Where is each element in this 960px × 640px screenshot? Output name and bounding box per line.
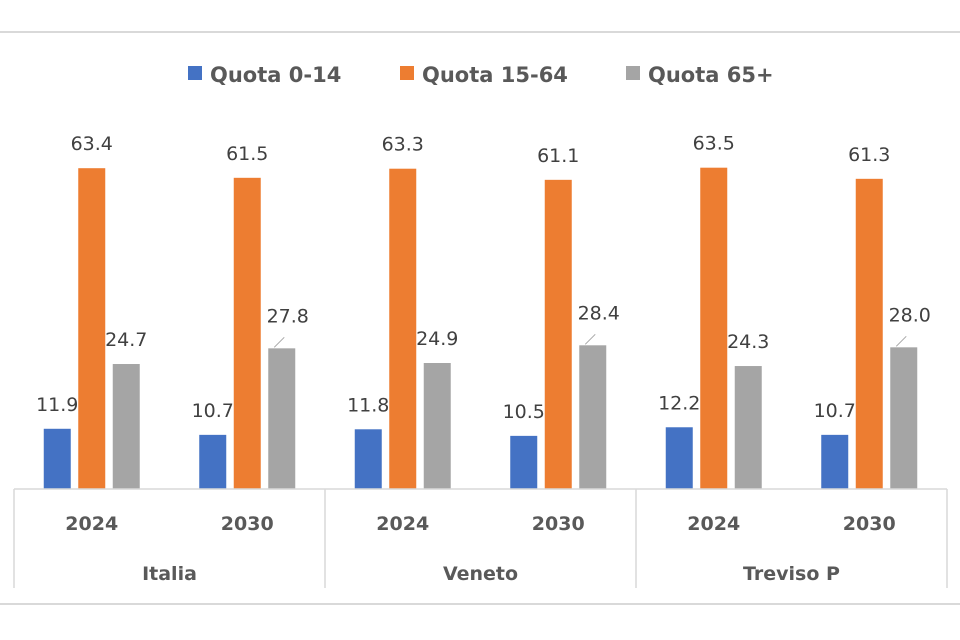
bar-0-3 — [510, 435, 538, 489]
bars — [43, 167, 918, 490]
value-label-0-0: 11.9 — [36, 394, 78, 416]
legend-label-1: Quota 15-64 — [422, 63, 568, 87]
year-tick-label: 2024 — [376, 513, 429, 535]
value-label-2-1: 27.8 — [267, 305, 309, 327]
legend-label-0: Quota 0-14 — [210, 63, 341, 87]
legend-swatch-2 — [626, 66, 640, 80]
bar-1-4 — [700, 167, 728, 489]
bar-0-5 — [821, 434, 849, 489]
bar-1-0 — [78, 168, 106, 490]
category-axis: 2024 2030 2024 2030 2024 2030 Italia Veneto Trev… — [13, 488, 948, 588]
bar-2-5 — [890, 347, 918, 489]
bar-2-3 — [579, 345, 607, 489]
year-tick-label: 2024 — [65, 513, 118, 535]
year-tick-label: 2030 — [532, 513, 585, 535]
value-label-1-4: 63.5 — [693, 133, 735, 155]
legend-swatch-0 — [188, 66, 202, 80]
year-tick-label: 2024 — [687, 513, 740, 535]
value-label-2-3: 28.4 — [578, 302, 620, 324]
value-label-1-5: 61.3 — [848, 144, 890, 166]
bar-0-0 — [43, 428, 71, 489]
bar-0-1 — [199, 434, 227, 489]
value-label-1-3: 61.1 — [537, 145, 579, 167]
year-tick-label: 2030 — [221, 513, 274, 535]
value-label-0-3: 10.5 — [503, 401, 545, 423]
year-tick-label: 2030 — [843, 513, 896, 535]
value-label-0-5: 10.7 — [814, 400, 856, 422]
group-tick-label: Veneto — [443, 563, 518, 585]
value-label-0-4: 12.2 — [658, 392, 700, 414]
legend-label-2: Quota 65+ — [648, 63, 774, 87]
value-label-2-2: 24.9 — [416, 328, 458, 350]
group-tick-label: Treviso P — [743, 563, 840, 585]
leader-line — [584, 333, 596, 345]
group-tick-label: Italia — [142, 563, 197, 585]
bar-1-1 — [233, 177, 261, 489]
bar-1-5 — [855, 178, 883, 489]
bar-2-4 — [734, 366, 762, 489]
bar-2-1 — [268, 348, 296, 489]
legend-swatch-1 — [400, 66, 414, 80]
value-label-0-2: 11.8 — [347, 394, 389, 416]
value-label-2-0: 24.7 — [105, 329, 147, 351]
value-label-1-2: 63.3 — [382, 134, 424, 156]
bar-1-2 — [389, 168, 417, 489]
legend: Quota 0-14 Quota 15-64 Quota 65+ — [188, 63, 774, 87]
value-labels: 11.9 63.4 24.7 10.7 61.5 27.8 11.8 63.3 24.9 10.5… — [36, 133, 931, 423]
leader-line — [273, 336, 285, 348]
bar-0-4 — [665, 427, 693, 489]
bar-2-2 — [423, 363, 451, 489]
leader-line — [895, 335, 907, 347]
value-label-1-0: 63.4 — [71, 133, 113, 155]
value-label-0-1: 10.7 — [192, 400, 234, 422]
value-label-1-1: 61.5 — [226, 143, 268, 165]
bar-2-0 — [112, 364, 140, 489]
bar-0-2 — [354, 429, 382, 489]
value-label-2-4: 24.3 — [727, 331, 769, 353]
bar-1-3 — [544, 179, 572, 490]
value-label-2-5: 28.0 — [889, 304, 931, 326]
